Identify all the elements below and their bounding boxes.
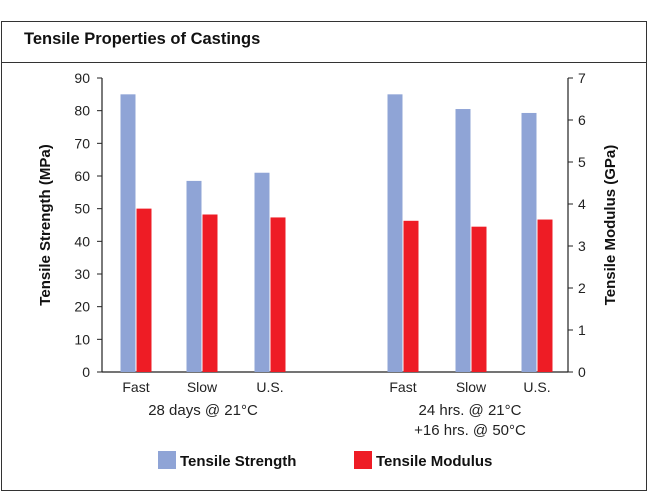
right-tick-label: 6 xyxy=(578,112,586,128)
group-label: 28 days @ 21°C xyxy=(148,402,258,419)
bar-tensile-strength xyxy=(455,109,471,373)
right-tick-label: 1 xyxy=(578,322,586,338)
chart-title: Tensile Properties of Castings xyxy=(24,30,261,48)
bar-tensile-strength xyxy=(254,172,270,372)
right-tick-label: 7 xyxy=(578,70,586,86)
bar-tensile-modulus xyxy=(471,226,487,372)
right-tick-label: 2 xyxy=(578,280,586,296)
group-label: 24 hrs. @ 21°C xyxy=(419,402,522,419)
left-tick-label: 20 xyxy=(74,299,90,315)
category-label: U.S. xyxy=(523,379,550,395)
category-label: Fast xyxy=(389,379,416,395)
bar-tensile-modulus xyxy=(270,217,286,372)
right-tick-label: 3 xyxy=(578,238,586,254)
right-tick-label: 5 xyxy=(578,154,586,170)
bar-tensile-modulus xyxy=(403,220,419,372)
legend-swatch xyxy=(354,451,372,469)
legend-label: Tensile Strength xyxy=(180,453,296,470)
left-axis-title: Tensile Strength (MPa) xyxy=(37,144,54,305)
legend-swatch xyxy=(158,451,176,469)
right-axis-title: Tensile Modulus (GPa) xyxy=(602,145,619,306)
category-label: Fast xyxy=(122,379,149,395)
bar-tensile-modulus xyxy=(537,219,553,372)
bar-tensile-modulus xyxy=(202,214,218,372)
left-tick-label: 0 xyxy=(82,364,90,380)
right-tick-label: 4 xyxy=(578,196,586,212)
left-tick-label: 80 xyxy=(74,103,90,119)
category-label: U.S. xyxy=(256,379,283,395)
right-tick-label: 0 xyxy=(578,364,586,380)
left-tick-label: 10 xyxy=(74,331,90,347)
bar-tensile-strength xyxy=(521,112,537,372)
title-divider xyxy=(1,62,647,63)
left-tick-label: 90 xyxy=(74,70,90,86)
left-tick-label: 50 xyxy=(74,201,90,217)
bar-tensile-strength xyxy=(387,94,403,372)
left-tick-label: 60 xyxy=(74,168,90,184)
bar-tensile-strength xyxy=(186,180,202,372)
group-label: +16 hrs. @ 50°C xyxy=(414,422,526,439)
legend-label: Tensile Modulus xyxy=(376,453,492,470)
left-tick-label: 70 xyxy=(74,135,90,151)
category-label: Slow xyxy=(187,379,218,395)
left-tick-label: 40 xyxy=(74,233,90,249)
bar-tensile-strength xyxy=(120,94,136,372)
left-tick-label: 30 xyxy=(74,266,90,282)
bar-tensile-modulus xyxy=(136,208,152,372)
category-label: Slow xyxy=(456,379,487,395)
